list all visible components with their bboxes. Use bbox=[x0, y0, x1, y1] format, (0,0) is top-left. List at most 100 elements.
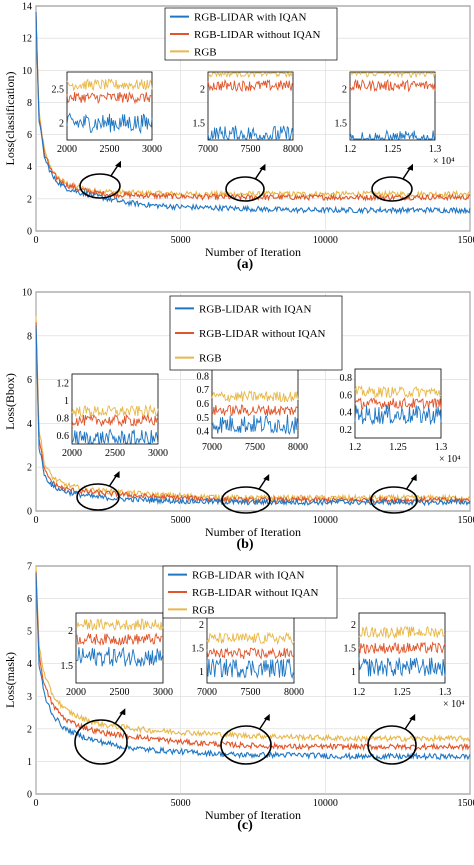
zoom-arrow-head bbox=[113, 470, 120, 478]
y-tick-label: 10 bbox=[22, 288, 32, 299]
zoom-ellipse bbox=[370, 486, 418, 514]
y-tick-label: 8 bbox=[27, 331, 32, 342]
inset-series-1 bbox=[66, 112, 153, 135]
inset-series-3 bbox=[75, 618, 164, 631]
zoom-ellipse bbox=[79, 173, 121, 199]
inset-x-tick-label: 3000 bbox=[142, 144, 162, 155]
y-tick-label: 7 bbox=[27, 562, 32, 573]
inset-x-tick-label: 1.3 bbox=[439, 687, 452, 698]
y-tick-label: 4 bbox=[27, 162, 32, 173]
inset-series-1 bbox=[75, 646, 164, 667]
zoom-ellipse bbox=[76, 483, 120, 511]
legend: RGB-LIDAR with IQAN RGB-LIDAR without IQA… bbox=[169, 295, 343, 371]
zoom-arrow-head bbox=[407, 163, 413, 171]
y-tick-label: 4 bbox=[27, 419, 32, 430]
x-tick-label: 10000 bbox=[313, 235, 338, 246]
inset-series-2 bbox=[207, 78, 294, 93]
inset-2: 0.4 0.5 0.6 0.7 0.8 7000 7500 8000 bbox=[197, 368, 308, 453]
inset-multiplier: × 10⁴ bbox=[433, 156, 455, 167]
panel-label: (c) bbox=[237, 818, 253, 833]
inset-y-tick-label: 0.6 bbox=[340, 390, 353, 401]
inset-y-tick-label: 2 bbox=[200, 85, 205, 96]
inset-y-tick-label: 1 bbox=[351, 667, 356, 678]
legend-label-1: RGB-LIDAR with IQAN bbox=[199, 303, 311, 315]
inset-3: 0.2 0.4 0.6 0.8 1.2 1.25 1.3× 10⁴ bbox=[340, 368, 461, 465]
y-tick-label: 0 bbox=[27, 227, 32, 238]
x-axis-label: Number of Iteration bbox=[205, 245, 301, 259]
inset-y-tick-label: 0.8 bbox=[57, 413, 70, 424]
inset-y-tick-label: 1.5 bbox=[193, 119, 206, 130]
y-tick-label: 5 bbox=[27, 627, 32, 638]
y-tick-label: 6 bbox=[27, 594, 32, 605]
inset-y-tick-label: 0.4 bbox=[197, 427, 210, 438]
inset-series-2 bbox=[354, 397, 442, 411]
inset-y-tick-label: 1 bbox=[64, 396, 69, 407]
x-tick-label: 5000 bbox=[171, 235, 191, 246]
zoom-ellipse bbox=[74, 719, 128, 765]
legend-label-1: RGB-LIDAR with IQAN bbox=[194, 12, 306, 24]
y-tick-label: 3 bbox=[27, 692, 32, 703]
inset-y-tick-label: 0.8 bbox=[197, 371, 210, 382]
y-tick-label: 2 bbox=[27, 194, 32, 205]
inset-x-tick-label: 2500 bbox=[105, 448, 125, 459]
inset-series-1 bbox=[71, 428, 159, 445]
inset-x-tick-label: 1.3 bbox=[435, 442, 448, 453]
series-line-3 bbox=[35, 11, 471, 199]
inset-x-tick-label: 7500 bbox=[245, 442, 265, 453]
inset-series-3 bbox=[350, 72, 436, 79]
zoom-arrow-head bbox=[410, 473, 417, 481]
inset-frame bbox=[354, 368, 442, 439]
inset-x-tick-label: 2000 bbox=[66, 687, 86, 698]
chart-panel-2: 0 2 4 6 8 10 0 5000 10000 15000 Number of Iteratio… bbox=[3, 288, 474, 553]
inset-y-tick-label: 2 bbox=[59, 119, 64, 130]
inset-series-3 bbox=[354, 384, 442, 398]
chart-panel-1: 0 2 4 6 8 10 12 14 0 5000 10000 15000 Number of Iter… bbox=[3, 2, 474, 273]
inset-x-tick-label: 2500 bbox=[110, 687, 130, 698]
y-axis-label: Loss(mask) bbox=[3, 652, 17, 708]
series-line-1 bbox=[35, 11, 471, 215]
inset-2: 1 1.5 2 7000 7500 8000 bbox=[192, 612, 304, 698]
inset-series-2 bbox=[211, 404, 299, 417]
inset-1: 1.5 2 2000 2500 3000 bbox=[61, 612, 173, 698]
inset-x-tick-label: 2000 bbox=[57, 144, 77, 155]
inset-frame bbox=[349, 71, 436, 141]
inset-y-tick-label: 2 bbox=[351, 620, 356, 631]
inset-multiplier: × 10⁴ bbox=[439, 454, 461, 465]
legend-label-1: RGB-LIDAR with IQAN bbox=[192, 570, 304, 582]
inset-x-tick-label: 2500 bbox=[100, 144, 120, 155]
x-tick-label: 5000 bbox=[171, 515, 191, 526]
inset-y-tick-label: 2 bbox=[199, 620, 204, 631]
inset-series-1 bbox=[358, 657, 446, 677]
series-line-1 bbox=[35, 325, 471, 507]
inset-series-3 bbox=[358, 625, 446, 639]
inset-x-tick-label: 1.3 bbox=[429, 144, 442, 155]
x-axis-label: Number of Iteration bbox=[205, 525, 301, 539]
y-tick-label: 10 bbox=[22, 66, 32, 77]
inset-series-1 bbox=[354, 405, 442, 426]
inset-x-tick-label: 8000 bbox=[283, 144, 303, 155]
series-line-1 bbox=[35, 573, 471, 761]
legend-label-2: RGB-LIDAR without IQAN bbox=[199, 328, 326, 340]
inset-series-1 bbox=[211, 414, 299, 435]
zoom-ellipse bbox=[221, 486, 271, 514]
inset-x-tick-label: 2000 bbox=[62, 448, 82, 459]
zoom-arrow-head bbox=[115, 160, 121, 168]
legend-box bbox=[164, 7, 338, 61]
zoom-ellipse bbox=[225, 176, 265, 202]
x-tick-label: 0 bbox=[34, 515, 39, 526]
x-tick-label: 15000 bbox=[458, 798, 474, 809]
zoom-ellipse bbox=[371, 176, 413, 202]
inset-x-tick-label: 7000 bbox=[198, 144, 218, 155]
zoom-arrow-head bbox=[263, 713, 270, 721]
y-axis-label: Loss(classification) bbox=[3, 72, 17, 166]
inset-x-tick-label: 1.25 bbox=[393, 687, 411, 698]
inset-y-tick-label: 1.5 bbox=[344, 644, 357, 655]
legend-box bbox=[162, 565, 338, 619]
inset-series-2 bbox=[349, 78, 436, 93]
inset-3: 1 1.5 2 1.2 1.25 1.3× 10⁴ bbox=[344, 612, 465, 710]
inset-y-tick-label: 2.5 bbox=[52, 85, 65, 96]
inset-x-tick-label: 1.2 bbox=[353, 687, 366, 698]
inset-1: 2 2.5 2000 2500 3000 bbox=[52, 71, 162, 155]
legend-label-2: RGB-LIDAR without IQAN bbox=[192, 587, 319, 599]
